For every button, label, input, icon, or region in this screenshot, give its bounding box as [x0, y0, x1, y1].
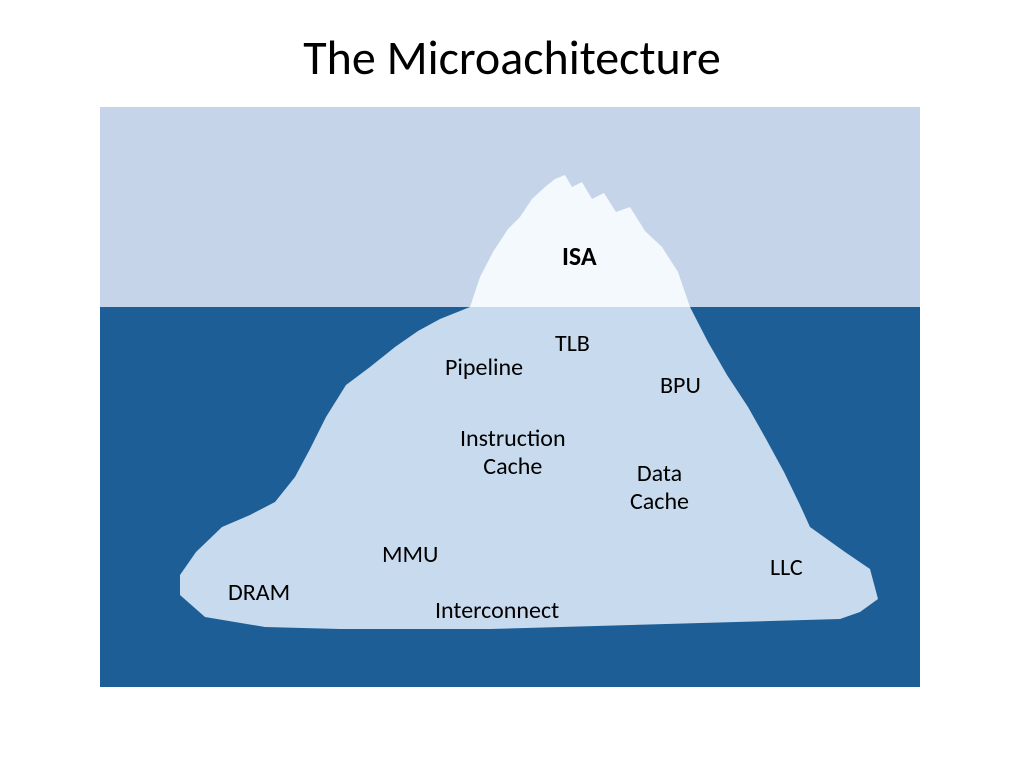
slide-title: The Microachitecture — [0, 28, 1024, 87]
iceberg-label-mmu: MMU — [382, 541, 438, 569]
iceberg-label-isa: ISA — [562, 242, 597, 272]
iceberg-label-dram: DRAM — [228, 579, 290, 607]
iceberg-label-instruction-cache: Instruction Cache — [460, 425, 566, 480]
iceberg-label-tlb: TLB — [555, 330, 590, 358]
iceberg-label-bpu: BPU — [660, 372, 701, 400]
iceberg-label-interconnect: Interconnect — [435, 597, 559, 625]
iceberg-label-data-cache: Data Cache — [630, 460, 689, 515]
iceberg-diagram: ISA TLB Pipeline BPU Instruction Cache Data C… — [100, 107, 920, 687]
iceberg-label-pipeline: Pipeline — [445, 354, 523, 382]
iceberg-label-llc: LLC — [770, 554, 803, 582]
